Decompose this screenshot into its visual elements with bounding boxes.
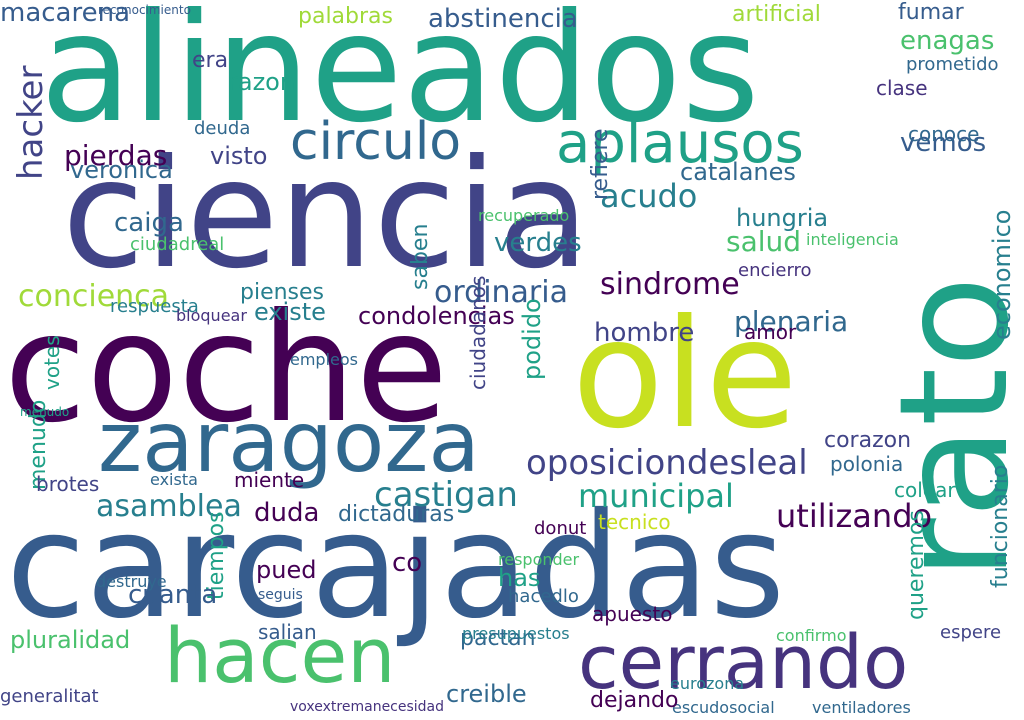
cloud-word: economico (988, 209, 1016, 340)
cloud-word: co (392, 548, 423, 578)
cloud-word: pienses (240, 280, 325, 305)
cloud-word: hacedlo (508, 586, 579, 607)
cloud-word: ciencia (62, 128, 590, 302)
cloud-word: corazon (824, 428, 912, 453)
cloud-word: donut (534, 518, 587, 539)
cloud-word: creible (446, 680, 527, 708)
cloud-word: has (498, 564, 541, 592)
cloud-word: verdes (494, 228, 582, 258)
cloud-word: prometido (906, 54, 999, 75)
cloud-word: circulo (290, 112, 462, 172)
cloud-word: responder (498, 550, 580, 569)
cloud-word: palabras (298, 4, 393, 29)
cloud-word: espere (940, 622, 1002, 643)
cloud-word: hungria (736, 204, 829, 232)
cloud-word: ciudadreal (130, 234, 225, 255)
cloud-word: municipal (578, 477, 734, 515)
cloud-word: acudo (600, 177, 698, 215)
cloud-word: condolencias (358, 302, 515, 330)
cloud-word: duda (254, 498, 320, 528)
cloud-word: utilizando (776, 497, 933, 535)
cloud-word: brotes (36, 472, 100, 496)
cloud-word: sindrome (600, 267, 740, 302)
cloud-word: alineados (40, 0, 760, 156)
cloud-word: ole (572, 288, 798, 462)
cloud-word: ordinaria (434, 275, 568, 310)
cloud-word: saben (408, 223, 433, 290)
cloud-word: apuesto (592, 602, 673, 626)
cloud-word: generalitat (0, 686, 99, 707)
cloud-word: existe (254, 298, 326, 326)
cloud-word: inteligencia (806, 230, 899, 249)
cloud-word: voxextremanecesidad (290, 699, 445, 715)
cloud-word: queremos (904, 510, 929, 620)
cloud-word: aplausos (556, 111, 804, 176)
cloud-word: refiere (588, 128, 613, 200)
cloud-word: reconocimiento (98, 3, 191, 17)
cloud-word: pierdas (64, 139, 168, 172)
cloud-word: empleos (290, 350, 358, 369)
cloud-word: hacker (11, 65, 51, 180)
cloud-word: hacen (164, 611, 396, 700)
cloud-word: clase (876, 76, 928, 100)
cloud-word: dictaduras (338, 502, 455, 527)
cloud-word: menudo (20, 405, 70, 419)
cloud-word: presupuestos (462, 624, 570, 643)
cloud-word: ventiladores (812, 698, 911, 717)
cloud-word: veronica (70, 156, 173, 184)
cloud-word: razon (228, 68, 296, 96)
cloud-word: pluralidad (10, 626, 131, 654)
cloud-word: macarena (0, 0, 131, 28)
cloud-word: oposiciondesleal (526, 443, 808, 483)
cloud-word: confirmo (776, 626, 847, 645)
cloud-word: conoce (908, 122, 980, 146)
cloud-word: colear (894, 478, 956, 502)
cloud-word: deuda (194, 118, 251, 139)
cloud-word: zaragoza (98, 393, 480, 491)
cloud-word: castigan (374, 475, 518, 515)
cloud-word: encierro (738, 260, 812, 281)
cloud-word: podido (518, 298, 546, 380)
cloud-word: polonia (830, 452, 904, 476)
cloud-word: salian (258, 620, 317, 644)
cloud-word: abstinencia (428, 4, 578, 34)
cloud-word: ciudadanos (466, 275, 490, 390)
cloud-word: catalanes (680, 158, 796, 186)
cloud-word: seguis (258, 587, 303, 603)
cloud-word: miente (234, 468, 305, 492)
cloud-word: cuanta (128, 580, 218, 610)
cloud-word: asamblea (96, 489, 242, 524)
cloud-word: respuesta (110, 296, 199, 317)
cloud-word: funcionario (988, 464, 1013, 588)
cloud-word: destruye (96, 572, 167, 591)
cloud-word: fumar (898, 0, 964, 25)
cloud-word: recuperado (478, 206, 570, 225)
cloud-word: escudosocial (672, 698, 775, 717)
cloud-word: eurozona (670, 674, 745, 693)
cloud-word: pactan (460, 626, 536, 651)
cloud-word: votes (40, 335, 64, 390)
cloud-word: pued (256, 556, 317, 584)
cloud-word: plenaria (734, 305, 849, 338)
cloud-word: salud (726, 225, 802, 258)
cloud-word: hombre (594, 318, 695, 348)
cloud-word: exista (150, 470, 198, 489)
cloud-word: carcajadas (6, 482, 786, 651)
cloud-word: concienca (18, 279, 170, 314)
cloud-word: tecnico (598, 510, 671, 534)
cloud-word: visto (210, 142, 268, 170)
cloud-word: caiga (114, 208, 184, 238)
cloud-word: bloquear (176, 306, 247, 325)
cloud-word: cerrando (578, 620, 909, 706)
cloud-word: dejando (590, 688, 679, 713)
cloud-word: enagas (900, 26, 995, 56)
cloud-word: era (192, 48, 229, 73)
cloud-word: vemos (900, 128, 987, 158)
cloud-word: artificial (732, 2, 821, 27)
cloud-word: coche (4, 282, 449, 456)
cloud-word: amor (744, 320, 797, 344)
